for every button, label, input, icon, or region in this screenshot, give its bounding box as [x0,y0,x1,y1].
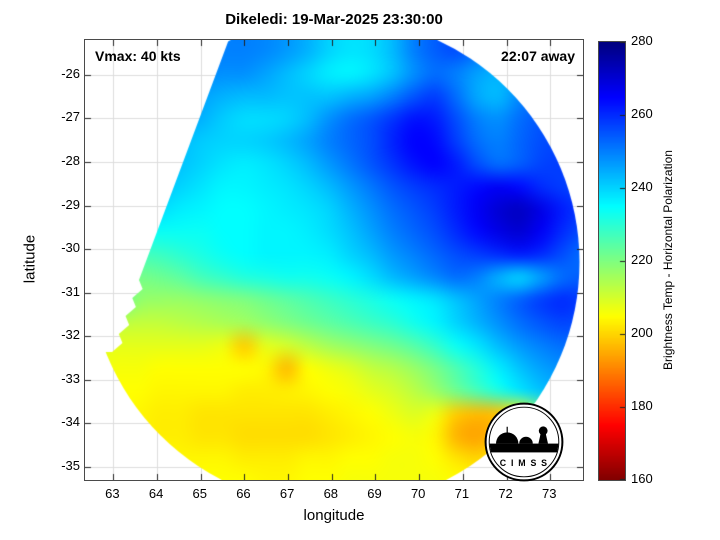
vmax-annotation: Vmax: 40 kts [95,48,181,64]
colorbar-tick-label: 160 [631,471,653,486]
y-tick-label: -32 [61,327,80,343]
x-tick-label: 66 [236,486,251,501]
y-tick-label: -35 [61,457,80,473]
colorbar-tick-label: 220 [631,252,653,267]
colorbar-tick-label: 200 [631,325,653,340]
heatmap-canvas [85,40,583,480]
observatory-silhouette-icon [489,426,559,453]
y-axis-label: latitude [21,234,39,284]
x-tick-label: 72 [498,486,513,501]
colorbar [598,41,626,481]
colorbar-tick-label: 180 [631,398,653,413]
y-tick-label: -30 [61,240,80,256]
time-away-annotation: 22:07 away [501,48,575,64]
colorbar-tick-label: 240 [631,179,653,194]
page-title: Dikeledi: 19-Mar-2025 23:30:00 [225,11,443,28]
x-tick-label: 64 [148,486,164,501]
x-tick-label: 69 [367,486,382,501]
y-tick-label: -26 [61,65,80,81]
x-tick-label: 70 [410,486,426,501]
x-tick-label: 71 [454,486,470,501]
colorbar-label: Brightness Temp - Horizontal Polarizatio… [661,150,675,370]
cimss-logo-text: C I M S S [500,458,548,468]
y-tick-label: -29 [61,196,80,212]
x-tick-label: 68 [323,486,339,501]
colorbar-tick-label: 260 [631,106,653,121]
y-tick-label: -33 [61,370,80,386]
colorbar-tick-label: 280 [631,33,653,48]
x-tick-label: 67 [279,486,295,501]
y-tick-label: -31 [61,283,80,299]
x-axis-label: longitude [303,507,365,524]
x-tick-label: 73 [542,486,557,501]
cimss-logo-inner-ring [488,406,560,478]
x-tick-label: 65 [192,486,207,501]
y-tick-label: -34 [61,414,80,430]
plot-area: Vmax: 40 kts 22:07 away C I M S S [84,39,584,482]
cimss-logo: C I M S S [484,402,564,482]
y-tick-label: -27 [61,109,80,125]
x-tick-label: 63 [105,486,120,501]
y-tick-label: -28 [61,152,80,168]
